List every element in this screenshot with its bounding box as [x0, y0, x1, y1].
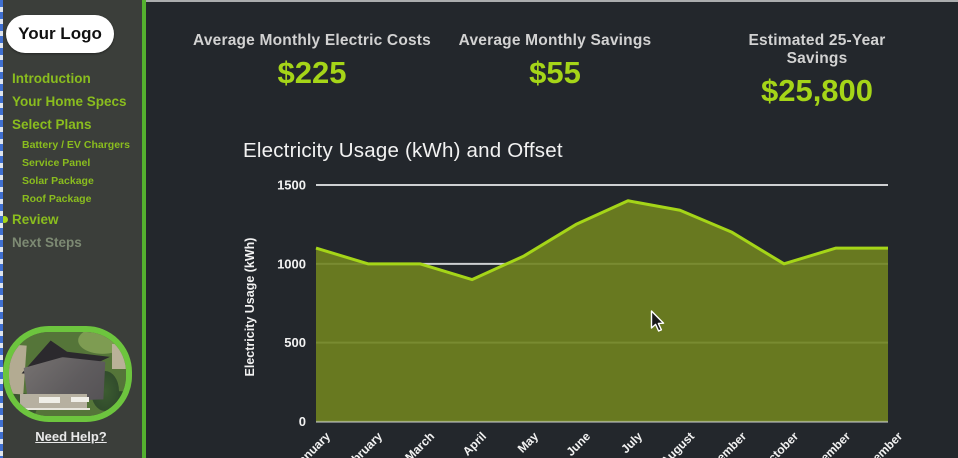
stat-value: $25,800 [760, 73, 874, 108]
x-tick-label: March [402, 429, 437, 458]
stat-label: Estimated 25-Year Savings [748, 32, 886, 67]
y-tick-label: 1000 [277, 256, 306, 271]
stat-value: $55 [529, 55, 581, 90]
usage-area [316, 200, 888, 422]
usage-offset-chart: 0 500 1000 1500 January February March April May… [243, 178, 905, 458]
sidebar: Your Logo Introduction Your Home Specs S… [0, 0, 146, 458]
house-ground-patch-right [111, 343, 126, 369]
stat-monthly-electric-costs: Average Monthly Electric Costs $225 [193, 32, 431, 91]
sidebar-item-your-home-specs[interactable]: Your Home Specs [12, 94, 127, 109]
stat-label: Average Monthly Electric Costs [193, 32, 431, 49]
x-tick-label: May [515, 429, 542, 456]
satellite-house-image [3, 326, 132, 422]
top-divider-line [146, 0, 958, 2]
y-tick-label: 500 [284, 335, 306, 350]
active-bullet-icon [1, 216, 8, 223]
x-tick-label: August [658, 429, 697, 458]
sidebar-item-solar-package[interactable]: Solar Package [22, 175, 94, 187]
sidebar-item-service-panel[interactable]: Service Panel [22, 157, 91, 169]
x-tick-label: December [854, 429, 905, 458]
company-logo: Your Logo [6, 15, 114, 53]
x-tick-label: January [291, 429, 334, 458]
logo-text: Your Logo [18, 24, 102, 43]
chart-title: Electricity Usage (kWh) and Offset [243, 139, 563, 162]
need-help-link[interactable]: Need Help? [35, 429, 107, 444]
y-tick-label: 1500 [277, 178, 306, 193]
x-tick-label: October [759, 429, 802, 458]
y-tick-label: 0 [299, 414, 306, 429]
stat-monthly-savings: Average Monthly Savings $55 [459, 32, 652, 91]
sidebar-item-introduction[interactable]: Introduction [12, 71, 91, 86]
house-shed-2 [71, 396, 89, 402]
sidebar-item-roof-package[interactable]: Roof Package [22, 193, 92, 205]
main-content: Average Monthly Electric Costs $225 Aver… [146, 0, 958, 458]
stat-value: $225 [277, 55, 347, 90]
selection-marquee-border [0, 0, 3, 458]
usage-line [315, 199, 888, 282]
sidebar-item-next-steps[interactable]: Next Steps [12, 235, 82, 250]
mouse-cursor [650, 310, 665, 332]
sidebar-item-review[interactable]: Review [0, 208, 142, 231]
sidebar-item-select-plans[interactable]: Select Plans [12, 117, 92, 132]
house-fence [17, 408, 90, 411]
stat-label: Average Monthly Savings [458, 32, 652, 49]
x-tick-label: April [460, 429, 489, 458]
stat-25-year-savings: Estimated 25-Year Savings $25,800 [747, 32, 888, 109]
x-tick-label: February [339, 429, 385, 458]
x-tick-label: November [802, 429, 854, 458]
x-tick-label: July [618, 429, 645, 456]
house-shed [39, 396, 61, 403]
sidebar-nav: Introduction Your Home Specs Select Plan… [0, 67, 142, 254]
y-axis-title: Electricity Usage (kWh) [243, 238, 257, 377]
x-tick-label: September [695, 429, 749, 458]
x-tick-label: June [563, 429, 593, 458]
sidebar-item-battery-ev-chargers[interactable]: Battery / EV Chargers [22, 139, 130, 151]
